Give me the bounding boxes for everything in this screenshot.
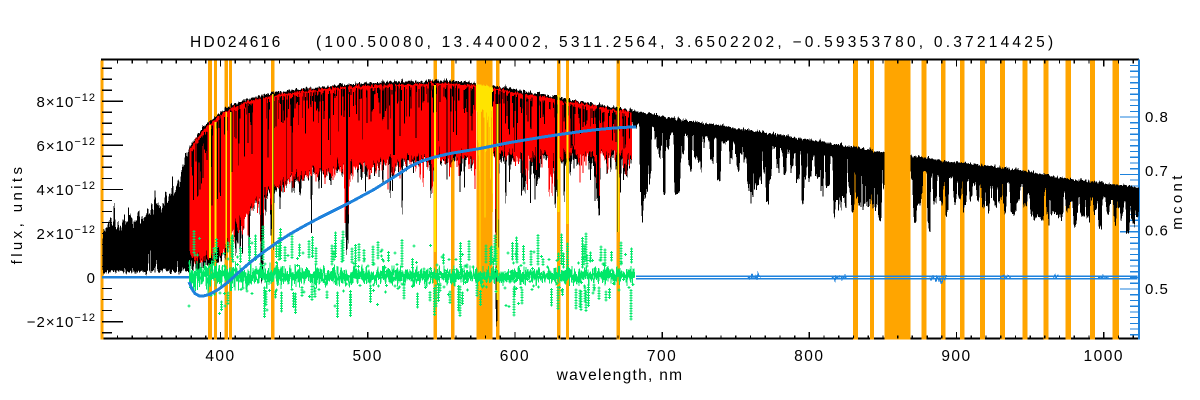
svg-text:flux, units: flux, units [9,164,26,265]
svg-text:800: 800 [794,348,824,365]
svg-text:0: 0 [87,270,96,287]
svg-text:0.6: 0.6 [1145,223,1169,240]
svg-text:900: 900 [941,348,971,365]
svg-text:wavelength, nm: wavelength, nm [556,367,684,384]
svg-text:700: 700 [647,348,677,365]
svg-text:500: 500 [353,348,383,365]
svg-text:600: 600 [500,348,530,365]
svg-text:0.7: 0.7 [1145,163,1169,180]
svg-text:HD024616: HD024616 [190,34,283,51]
svg-text:400: 400 [205,348,235,365]
svg-text:0.8: 0.8 [1145,109,1169,126]
svg-text:mcont: mcont [1169,172,1186,229]
svg-text:0.5: 0.5 [1145,281,1169,298]
svg-text:1000: 1000 [1083,348,1123,365]
svg-text:(100.50080, 13.440002, 5311.25: (100.50080, 13.440002, 5311.2564, 3.6502… [316,34,1056,51]
